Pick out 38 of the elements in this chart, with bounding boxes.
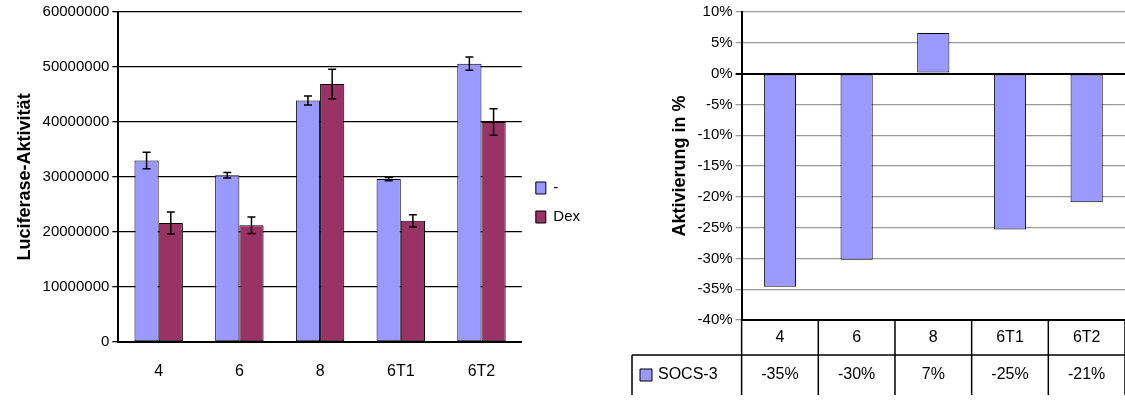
y-tick-label: 40000000	[42, 112, 110, 130]
data-label: -25%	[991, 365, 1029, 383]
y-tick-label: 0%	[710, 63, 733, 81]
y-tick-label: 0	[100, 331, 110, 349]
y-tick-label: 60000000	[42, 2, 110, 20]
y-tick-label: -25%	[697, 217, 733, 235]
y-tick-label: -35%	[697, 279, 733, 297]
legend-label: Dex	[553, 207, 581, 225]
data-label: -21%	[1067, 365, 1106, 383]
y-tick-label: 5%	[710, 32, 733, 50]
y-tick-label: 10%	[702, 2, 733, 20]
y-axis-title: Luciferase-Aktivität	[13, 93, 34, 261]
y-axis-title: Aktivierung in %	[668, 95, 689, 237]
y-tick-label: -10%	[697, 125, 733, 143]
data-label: -30%	[837, 365, 876, 383]
x-tick-label: 6T2	[467, 361, 496, 379]
legend-label: SOCS-3	[658, 365, 718, 383]
y-tick-label: -5%	[705, 94, 733, 112]
x-tick-label: 4	[154, 361, 164, 379]
data-label: 7%	[921, 365, 945, 383]
y-tick-label: 50000000	[42, 57, 110, 75]
x-tick-label: 8	[928, 327, 938, 345]
y-tick-label: 30000000	[42, 167, 110, 185]
x-tick-label: 6	[234, 361, 244, 379]
x-tick-label: 4	[775, 327, 785, 345]
y-tick-label: 10000000	[42, 276, 110, 294]
x-tick-label: 8	[315, 361, 325, 379]
y-tick-label: -20%	[697, 186, 733, 204]
x-tick-label: 6T1	[996, 327, 1024, 345]
legend-label: -	[553, 178, 559, 196]
x-tick-label: 6	[852, 327, 862, 345]
y-tick-label: 20000000	[42, 222, 110, 240]
x-tick-label: 6T2	[1072, 327, 1101, 345]
data-label: -35%	[761, 365, 799, 383]
x-tick-label: 6T1	[386, 361, 415, 379]
y-tick-label: -15%	[697, 156, 733, 174]
y-tick-label: -40%	[697, 310, 733, 328]
y-tick-label: -30%	[697, 248, 733, 266]
